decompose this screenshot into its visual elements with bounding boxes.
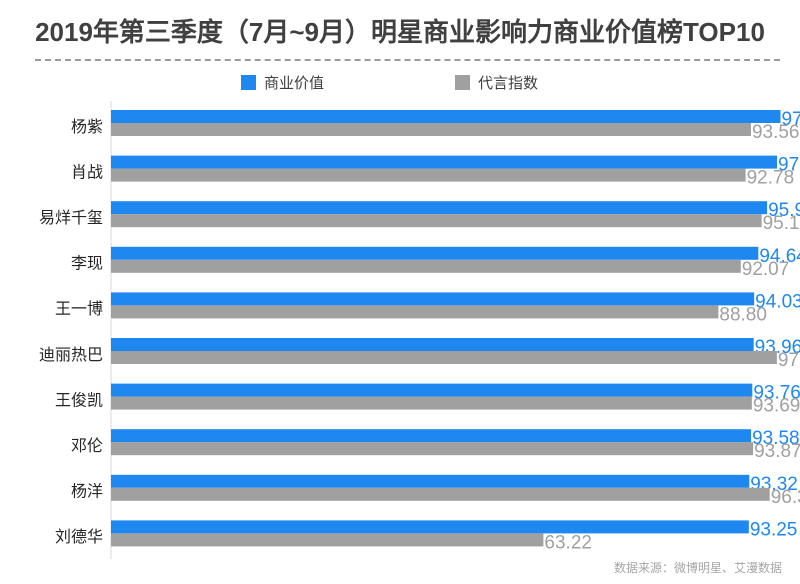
category-label: 邓伦	[71, 437, 103, 455]
value-label-business-value: 97.88	[781, 109, 800, 130]
bar-business-value	[111, 520, 749, 534]
value-label-endorsement-index: 96.30	[771, 487, 800, 508]
bar-business-value	[111, 474, 750, 488]
value-label-business-value: 93.25	[750, 519, 798, 540]
value-label-business-value: 93.76	[753, 383, 800, 404]
legend-swatch-endorsement-index	[455, 74, 470, 90]
bar-endorsement-index	[111, 351, 777, 364]
bar-endorsement-index	[111, 487, 770, 501]
value-label-endorsement-index: 88.80	[719, 304, 767, 325]
bar-endorsement-index	[111, 214, 762, 228]
value-label-endorsement-index: 97.35	[778, 350, 800, 371]
category-label: 迪丽热巴	[39, 346, 103, 364]
bar-business-value	[111, 292, 755, 306]
category-label: 李现	[71, 255, 103, 273]
category-label: 刘德华	[55, 528, 103, 546]
bar-business-value	[111, 338, 754, 351]
legend-item-business-value: 商业价值	[241, 72, 324, 92]
value-label-endorsement-index: 95.12	[763, 213, 800, 234]
value-label-business-value: 94.03	[755, 291, 800, 312]
chart-title: 2019年第三季度（7月~9月）明星商业影响力商业价值榜TOP10	[35, 17, 765, 47]
bar-endorsement-index	[111, 442, 754, 456]
value-label-endorsement-index: 93.69	[753, 396, 800, 417]
bar-business-value	[111, 383, 753, 397]
value-label-endorsement-index: 63.22	[544, 532, 592, 553]
category-label: 易烊千玺	[39, 209, 103, 227]
value-label-endorsement-index: 93.56	[752, 122, 800, 143]
value-label-endorsement-index: 93.87	[754, 441, 800, 462]
value-label-business-value: 93.58	[752, 428, 800, 449]
legend-item-endorsement-index: 代言指数	[455, 72, 538, 92]
category-label: 杨洋	[71, 483, 103, 501]
bar-business-value	[111, 110, 781, 123]
category-label: 肖战	[71, 163, 103, 181]
category-label: 王俊凯	[55, 391, 103, 409]
legend-label-endorsement-index: 代言指数	[478, 74, 539, 92]
category-label: 杨紫	[71, 118, 103, 136]
bar-endorsement-index	[111, 168, 746, 182]
bar-endorsement-index	[111, 123, 751, 136]
value-label-endorsement-index: 92.07	[742, 259, 790, 280]
bar-business-value	[111, 201, 768, 215]
bar-endorsement-index	[111, 305, 719, 319]
legend-swatch-business-value	[241, 74, 256, 90]
source-note: 数据来源：微博明星、艾漫数据	[613, 561, 782, 575]
bar-business-value	[111, 246, 759, 260]
bar-business-value	[111, 429, 752, 443]
legend-label-business-value: 商业价值	[264, 74, 325, 92]
bar-endorsement-index	[111, 259, 741, 273]
category-label: 王一博	[55, 300, 103, 318]
value-label-business-value: 94.64	[759, 246, 800, 267]
bar-endorsement-index	[111, 533, 544, 547]
title-divider	[35, 59, 780, 61]
value-label-business-value: 97.37	[778, 155, 800, 176]
value-label-endorsement-index: 92.78	[747, 168, 795, 189]
value-label-business-value: 95.92	[768, 200, 800, 221]
bar-business-value	[111, 155, 778, 169]
bar-endorsement-index	[111, 396, 752, 410]
